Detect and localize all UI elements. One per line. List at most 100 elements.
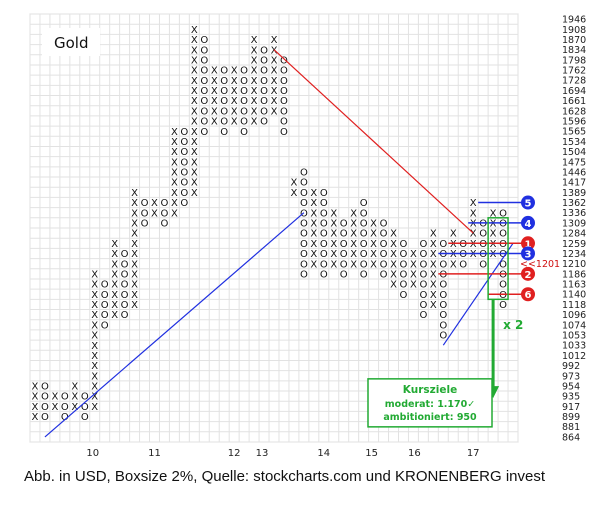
pf-box: O	[320, 239, 328, 250]
pf-box: O	[439, 290, 447, 301]
pf-box: O	[121, 280, 129, 291]
pf-box: X	[131, 290, 138, 301]
point-and-figure-chart: 1946190818701834179817621728169416611628…	[29, 13, 586, 459]
y-tick-label: 1259	[562, 239, 586, 250]
pf-box: O	[499, 300, 507, 311]
pf-box: X	[490, 219, 497, 230]
pf-box: O	[220, 127, 228, 138]
y-tick-label: 1908	[562, 25, 586, 36]
pf-box: O	[220, 96, 228, 107]
pf-box: O	[280, 117, 288, 128]
level-badge	[521, 215, 535, 230]
pf-box: X	[111, 249, 118, 260]
pf-box: X	[251, 117, 258, 128]
pf-box: O	[121, 249, 129, 260]
pf-box: X	[490, 249, 497, 260]
pf-box: X	[290, 178, 297, 189]
pf-box: X	[32, 402, 39, 413]
trendline	[442, 242, 514, 346]
title-background	[42, 28, 100, 56]
pf-box: X	[251, 96, 258, 107]
pf-box: O	[220, 117, 228, 128]
y-tick-label: 1309	[562, 218, 586, 229]
pf-box: X	[430, 249, 437, 260]
pf-box: O	[41, 392, 49, 403]
pf-box: O	[141, 219, 149, 230]
pf-box: O	[101, 290, 109, 301]
pf-box: X	[191, 137, 198, 148]
pf-box: O	[400, 249, 408, 260]
x-tick-label: 12	[228, 448, 241, 459]
pf-box: X	[330, 249, 337, 260]
y-tick-label: 1074	[562, 320, 586, 331]
pf-box: O	[419, 249, 427, 260]
pf-box: O	[220, 86, 228, 97]
pf-box: O	[180, 147, 188, 158]
pf-box: O	[61, 412, 69, 423]
chart-title: Gold	[54, 34, 89, 52]
pf-box: X	[350, 219, 357, 230]
pf-box: X	[390, 229, 397, 240]
pf-box: O	[360, 208, 368, 219]
pf-box: O	[320, 269, 328, 280]
pf-box: X	[271, 106, 278, 117]
y-tick-label: 881	[562, 422, 580, 433]
pf-box: O	[180, 178, 188, 189]
pf-box: O	[161, 208, 169, 219]
pf-box: O	[240, 66, 248, 77]
pf-box: O	[400, 280, 408, 291]
pf-box: X	[410, 259, 417, 270]
count-multiplier: x 2	[503, 318, 523, 332]
pf-box: X	[171, 188, 178, 199]
pf-box: X	[251, 86, 258, 97]
count-box	[487, 217, 509, 301]
pf-box: O	[220, 66, 228, 77]
pf-box: O	[499, 229, 507, 240]
pf-box: X	[191, 106, 198, 117]
pf-box: X	[211, 106, 218, 117]
pf-box: O	[200, 55, 208, 66]
y-tick-label: 1186	[562, 269, 586, 280]
pf-box: O	[121, 310, 129, 321]
pf-box: X	[171, 178, 178, 189]
pf-box: O	[380, 249, 388, 260]
pf-box: X	[191, 25, 198, 36]
pf-box: O	[479, 229, 487, 240]
pf-box: O	[81, 412, 89, 423]
pf-box: O	[499, 239, 507, 250]
pf-box: O	[280, 55, 288, 66]
pf-box: X	[450, 259, 457, 270]
pf-box: X	[410, 280, 417, 291]
pf-box: O	[459, 259, 467, 270]
y-tick-label: 1628	[562, 106, 586, 117]
pf-box: O	[141, 208, 149, 219]
pf-box: O	[419, 310, 427, 321]
pf-box: X	[470, 249, 477, 260]
pf-box: X	[370, 229, 377, 240]
pf-box: O	[300, 269, 308, 280]
pf-box: O	[380, 239, 388, 250]
y-axis-ticks: 1946190818701834179817621728169416611628…	[520, 15, 586, 444]
pf-box: O	[161, 219, 169, 230]
pf-box: X	[251, 106, 258, 117]
pf-box: O	[200, 106, 208, 117]
pf-box: X	[350, 249, 357, 260]
pf-box: X	[310, 188, 317, 199]
pf-box: O	[200, 127, 208, 138]
pf-box: O	[260, 76, 268, 87]
pf-box: O	[479, 239, 487, 250]
pf-box: O	[419, 290, 427, 301]
pf-box: O	[340, 229, 348, 240]
pf-box: O	[499, 259, 507, 270]
pf-box: O	[121, 259, 129, 270]
pf-box: X	[171, 157, 178, 168]
pf-box: O	[260, 117, 268, 128]
y-tick-label: 1362	[562, 198, 586, 209]
pf-box: O	[439, 310, 447, 321]
pf-box: X	[470, 219, 477, 230]
pf-box: O	[419, 280, 427, 291]
pf-box: X	[91, 290, 98, 301]
pf-box: O	[240, 106, 248, 117]
pf-box: X	[131, 300, 138, 311]
pf-box: X	[91, 280, 98, 291]
